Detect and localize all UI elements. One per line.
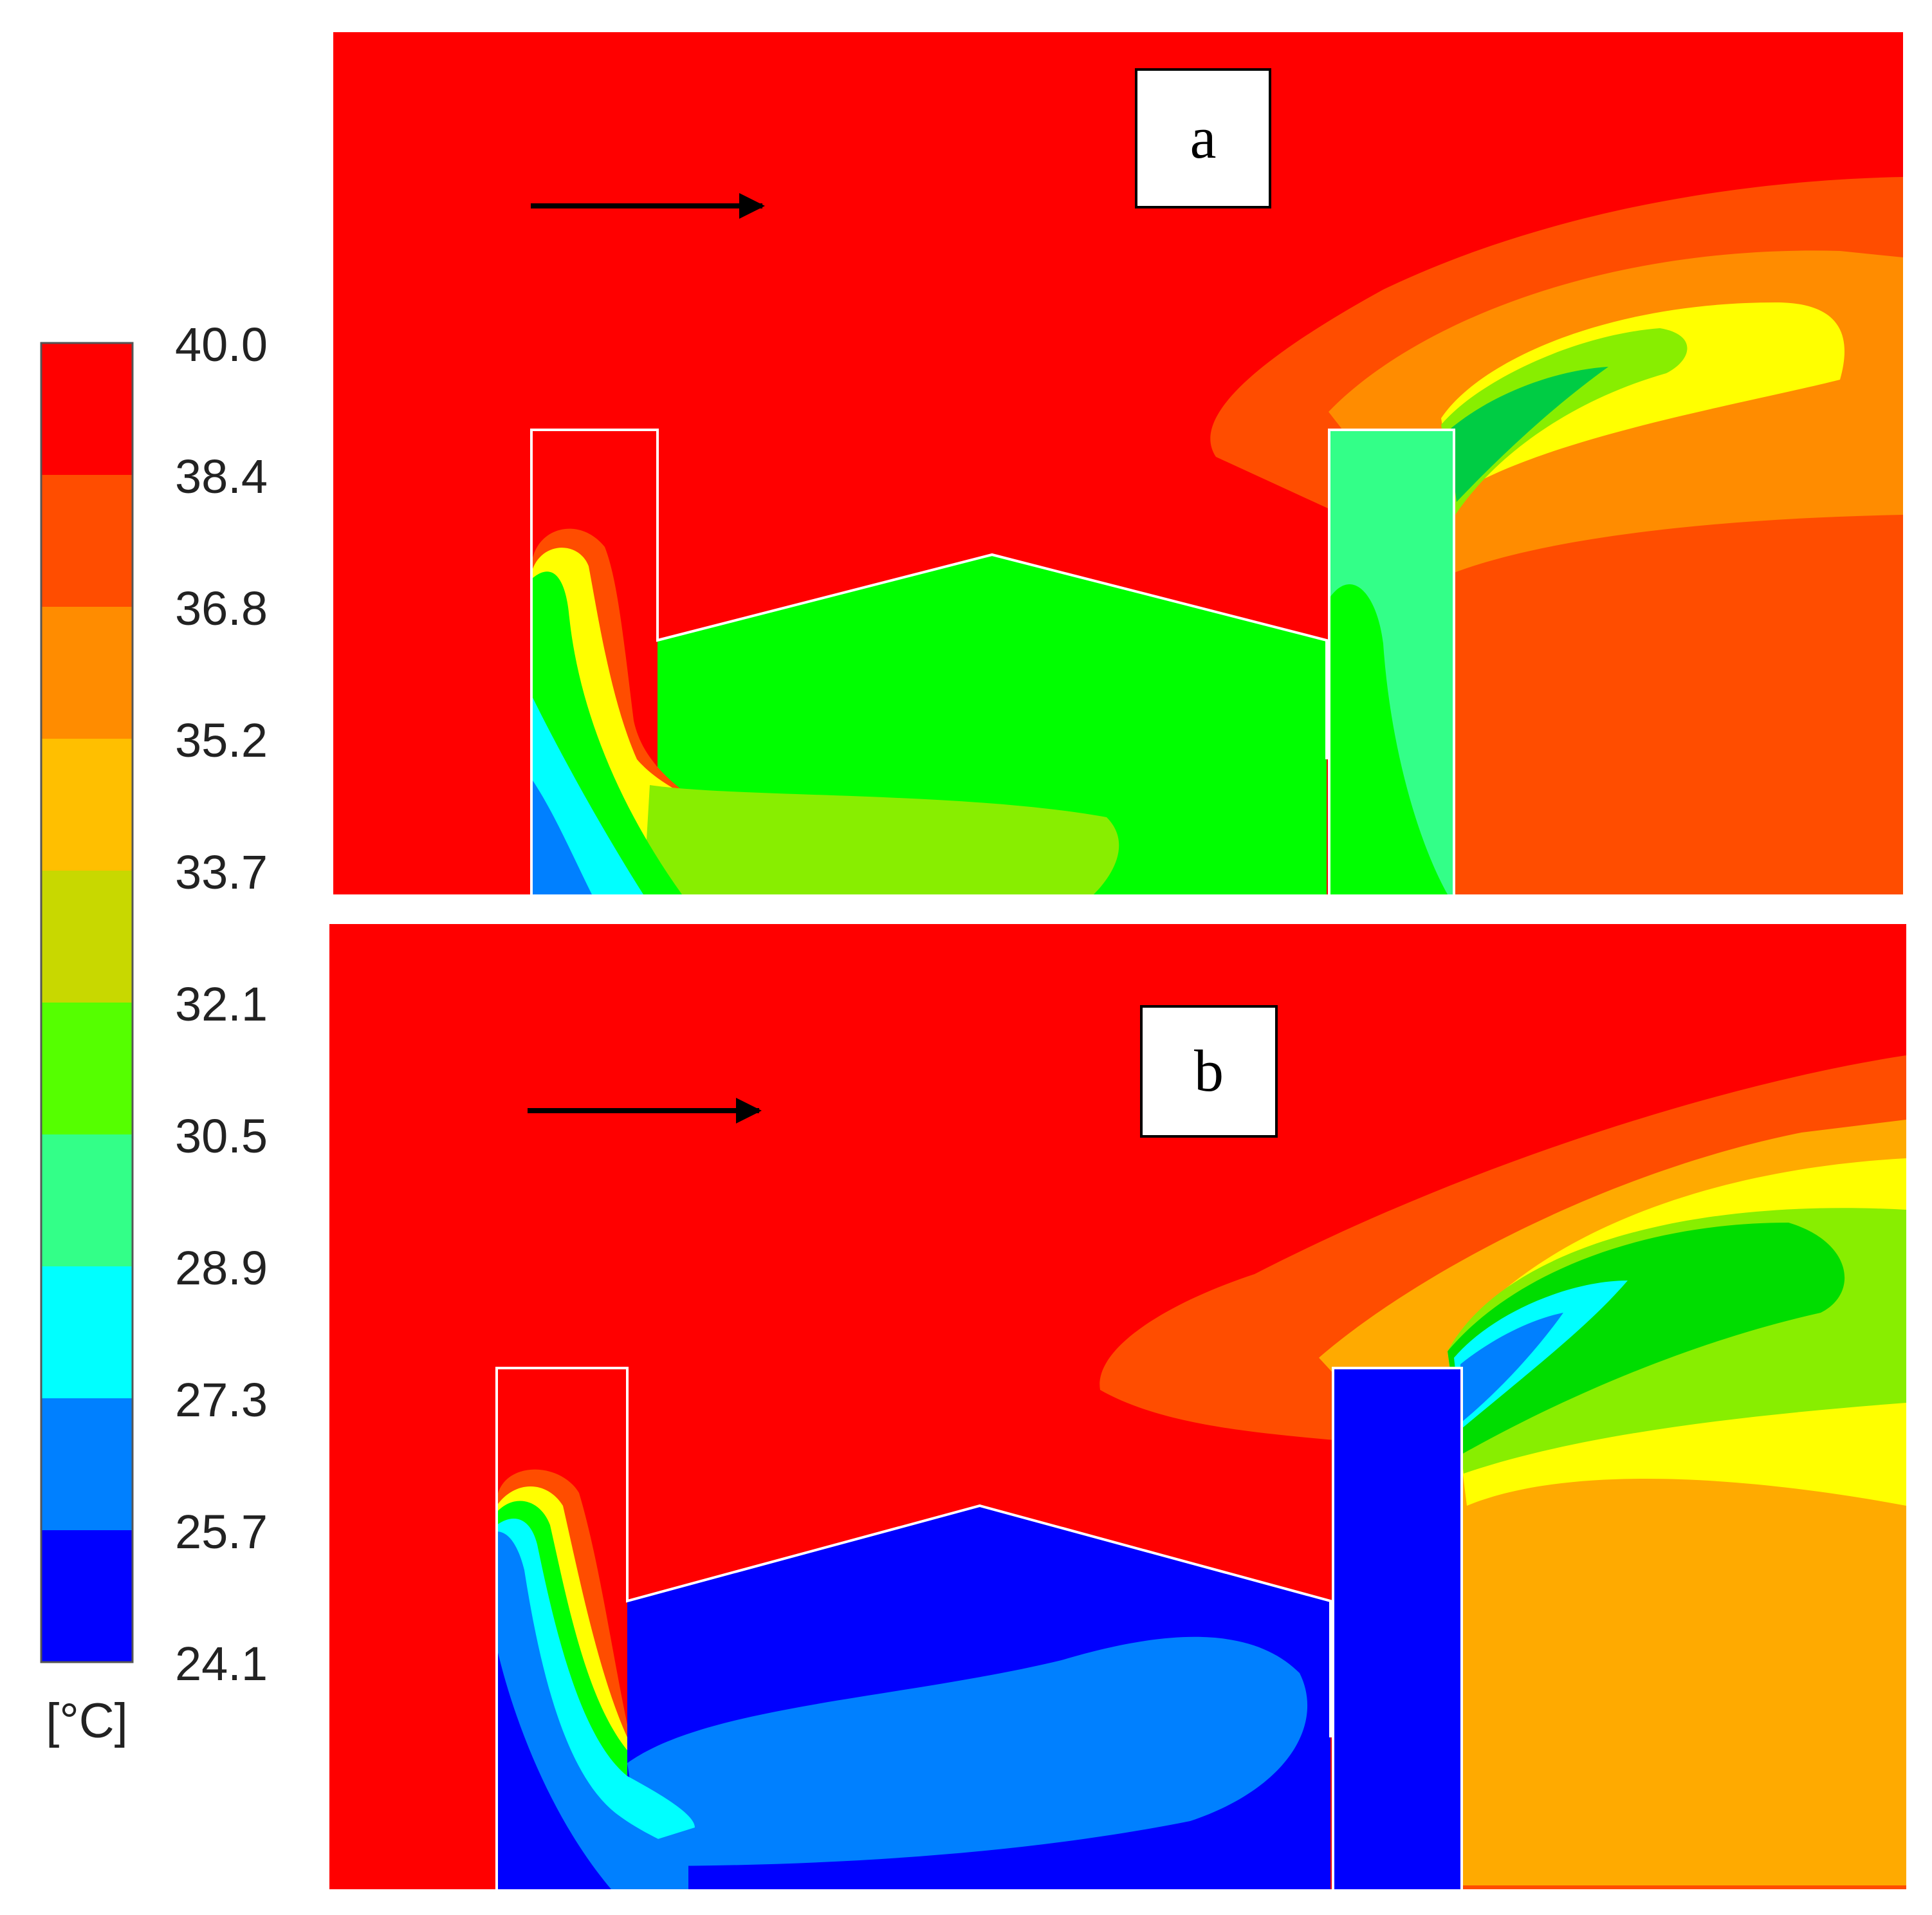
panel-a-inlet-jet-26	[531, 779, 592, 894]
legend-tick-label: 33.7	[175, 846, 268, 899]
legend-band	[41, 871, 133, 1003]
legend-band	[41, 1398, 133, 1531]
panel-b-chimney-wall	[1332, 1367, 1463, 1889]
panel-b-plume-29	[1454, 1281, 1628, 1429]
legend-tick-label: 40.0	[175, 318, 268, 371]
legend-tick-label: 32.1	[175, 977, 268, 1031]
panel-b-building-wall	[495, 1367, 1332, 1889]
color-legend: 40.0 38.4 36.8 35.2 33.7 32.1 30.5 28.9 27.3 25.7…	[40, 318, 268, 1748]
panel-a-outlet-core	[1329, 584, 1448, 894]
legend-band	[41, 607, 133, 739]
legend-band	[41, 1530, 133, 1663]
panel-b: b	[329, 924, 1906, 1889]
panel-b-plume-31	[1448, 1223, 1845, 1454]
legend-band	[41, 1266, 133, 1399]
panel-a-chimney-wall	[1328, 429, 1455, 894]
legend-band	[41, 1134, 133, 1267]
panel-b-inlet-jet-24	[497, 1647, 611, 1889]
legend-tick-label: 38.4	[175, 450, 268, 503]
legend-tick-label: 30.5	[175, 1109, 268, 1163]
legend-tick-labels: 40.0 38.4 36.8 35.2 33.7 32.1 30.5 28.9 27.3 25.7…	[175, 318, 268, 1690]
legend-tick-label: 25.7	[175, 1505, 268, 1559]
legend-tick-label: 28.9	[175, 1241, 268, 1295]
legend-band	[41, 343, 133, 476]
legend-unit: [°C]	[46, 1694, 128, 1748]
panel-a-building-wall	[530, 429, 1328, 894]
panel-a-label-box	[1135, 68, 1271, 208]
panel-b-label-box	[1140, 1005, 1278, 1138]
legend-tick-label: 35.2	[175, 714, 268, 767]
legend-color-bar	[41, 343, 133, 1663]
legend-tick-label: 36.8	[175, 582, 268, 635]
legend-tick-label: 27.3	[175, 1373, 268, 1427]
legend-tick-label: 24.1	[175, 1637, 268, 1690]
legend-band	[41, 475, 133, 607]
panel-b-label: b	[1194, 1038, 1224, 1104]
legend-frame	[40, 342, 134, 1663]
panel-a-label: a	[1190, 105, 1217, 171]
panel-b-plume-26	[1460, 1313, 1563, 1422]
legend-band	[41, 1003, 133, 1135]
panel-a: a	[333, 32, 1903, 894]
panel-b-outlet-chimney	[1333, 1368, 1462, 1889]
panel-a-plume-32	[1441, 328, 1688, 515]
panel-a-plume-31	[1448, 367, 1608, 502]
legend-band	[41, 739, 133, 871]
panel-a-plume-35	[1441, 302, 1845, 495]
panel-b-floor-jet	[627, 1636, 1308, 1866]
panel-a-floor-jet	[643, 785, 1119, 894]
